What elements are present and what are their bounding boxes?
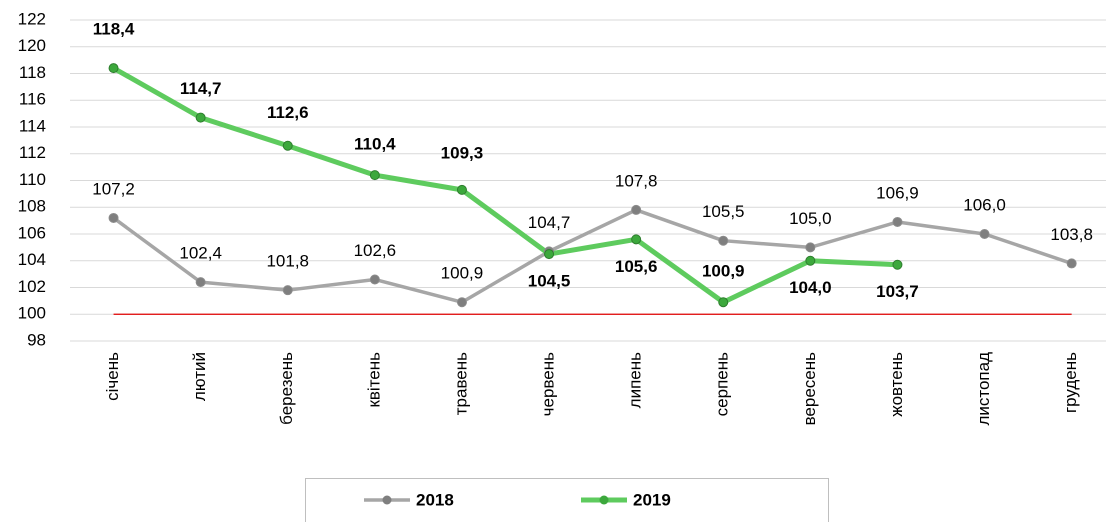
data-label: 118,4	[93, 20, 135, 39]
data-label: 112,6	[267, 103, 309, 122]
marker	[195, 277, 206, 288]
data-label: 100,9	[441, 264, 484, 283]
y-tick-label: 100	[18, 304, 46, 323]
x-tick-label: лютий	[190, 352, 209, 401]
data-label: 114,7	[180, 79, 222, 98]
data-label: 102,4	[179, 244, 222, 263]
legend-label: 2019	[633, 490, 671, 509]
y-tick-label: 112	[19, 143, 46, 162]
y-tick-label: 104	[18, 250, 46, 269]
marker	[369, 170, 380, 181]
data-label: 102,6	[354, 241, 397, 260]
y-tick-label: 108	[18, 197, 46, 216]
x-tick-label: листопад	[974, 352, 993, 426]
y-tick-label: 102	[18, 277, 46, 296]
x-tick-label: липень	[626, 352, 645, 408]
data-label: 103,8	[1050, 225, 1093, 244]
x-tick-label: вересень	[800, 352, 819, 426]
marker	[108, 63, 119, 74]
data-label: 105,6	[615, 257, 658, 276]
data-label: 109,3	[441, 143, 484, 162]
x-tick-label: травень	[451, 352, 470, 415]
marker	[282, 140, 293, 151]
marker	[544, 249, 555, 260]
marker	[805, 242, 816, 253]
x-tick-label: грудень	[1061, 352, 1080, 413]
data-label: 105,0	[789, 209, 832, 228]
data-label: 104,5	[528, 272, 571, 291]
y-tick-label: 110	[19, 170, 46, 189]
x-tick-label: квітень	[364, 352, 383, 408]
series-line	[112, 65, 898, 305]
data-label: 110,4	[354, 135, 396, 154]
marker	[718, 297, 729, 308]
y-tick-label: 106	[18, 223, 46, 242]
data-label: 106,0	[963, 195, 1006, 214]
data-label: 101,8	[266, 252, 309, 271]
x-tick-label: червень	[539, 352, 558, 416]
marker	[456, 184, 467, 195]
legend-marker	[382, 495, 392, 505]
legend-label: 2018	[416, 490, 454, 509]
data-label: 104,0	[789, 278, 832, 297]
data-label: 104,7	[528, 213, 571, 232]
x-tick-label: серпень	[713, 352, 732, 416]
marker	[631, 204, 642, 215]
marker	[456, 297, 467, 308]
marker	[979, 229, 990, 239]
data-label: 100,9	[702, 262, 745, 281]
marker	[892, 259, 903, 270]
y-tick-label: 114	[19, 116, 46, 135]
marker	[631, 234, 642, 245]
x-tick-label: жовтень	[887, 352, 906, 417]
x-tick-label: січень	[103, 352, 122, 401]
data-label: 105,5	[702, 202, 745, 221]
marker	[282, 285, 293, 296]
data-label: 107,2	[92, 179, 135, 198]
y-tick-label: 116	[19, 90, 46, 109]
marker	[892, 216, 903, 227]
y-tick-label: 120	[18, 36, 46, 55]
y-tick-label: 118	[19, 63, 46, 82]
data-label: 106,9	[876, 183, 919, 202]
marker	[805, 255, 816, 266]
data-label: 103,7	[876, 282, 919, 301]
marker	[718, 235, 729, 246]
series-line	[112, 208, 1073, 304]
x-tick-label: березень	[277, 352, 296, 425]
marker	[1066, 258, 1077, 269]
y-tick-label: 98	[27, 330, 46, 349]
data-label: 107,8	[615, 171, 658, 190]
marker	[195, 112, 206, 123]
y-tick-label: 122	[18, 9, 46, 28]
marker	[369, 274, 380, 285]
marker	[108, 212, 119, 223]
legend-marker	[599, 495, 609, 505]
